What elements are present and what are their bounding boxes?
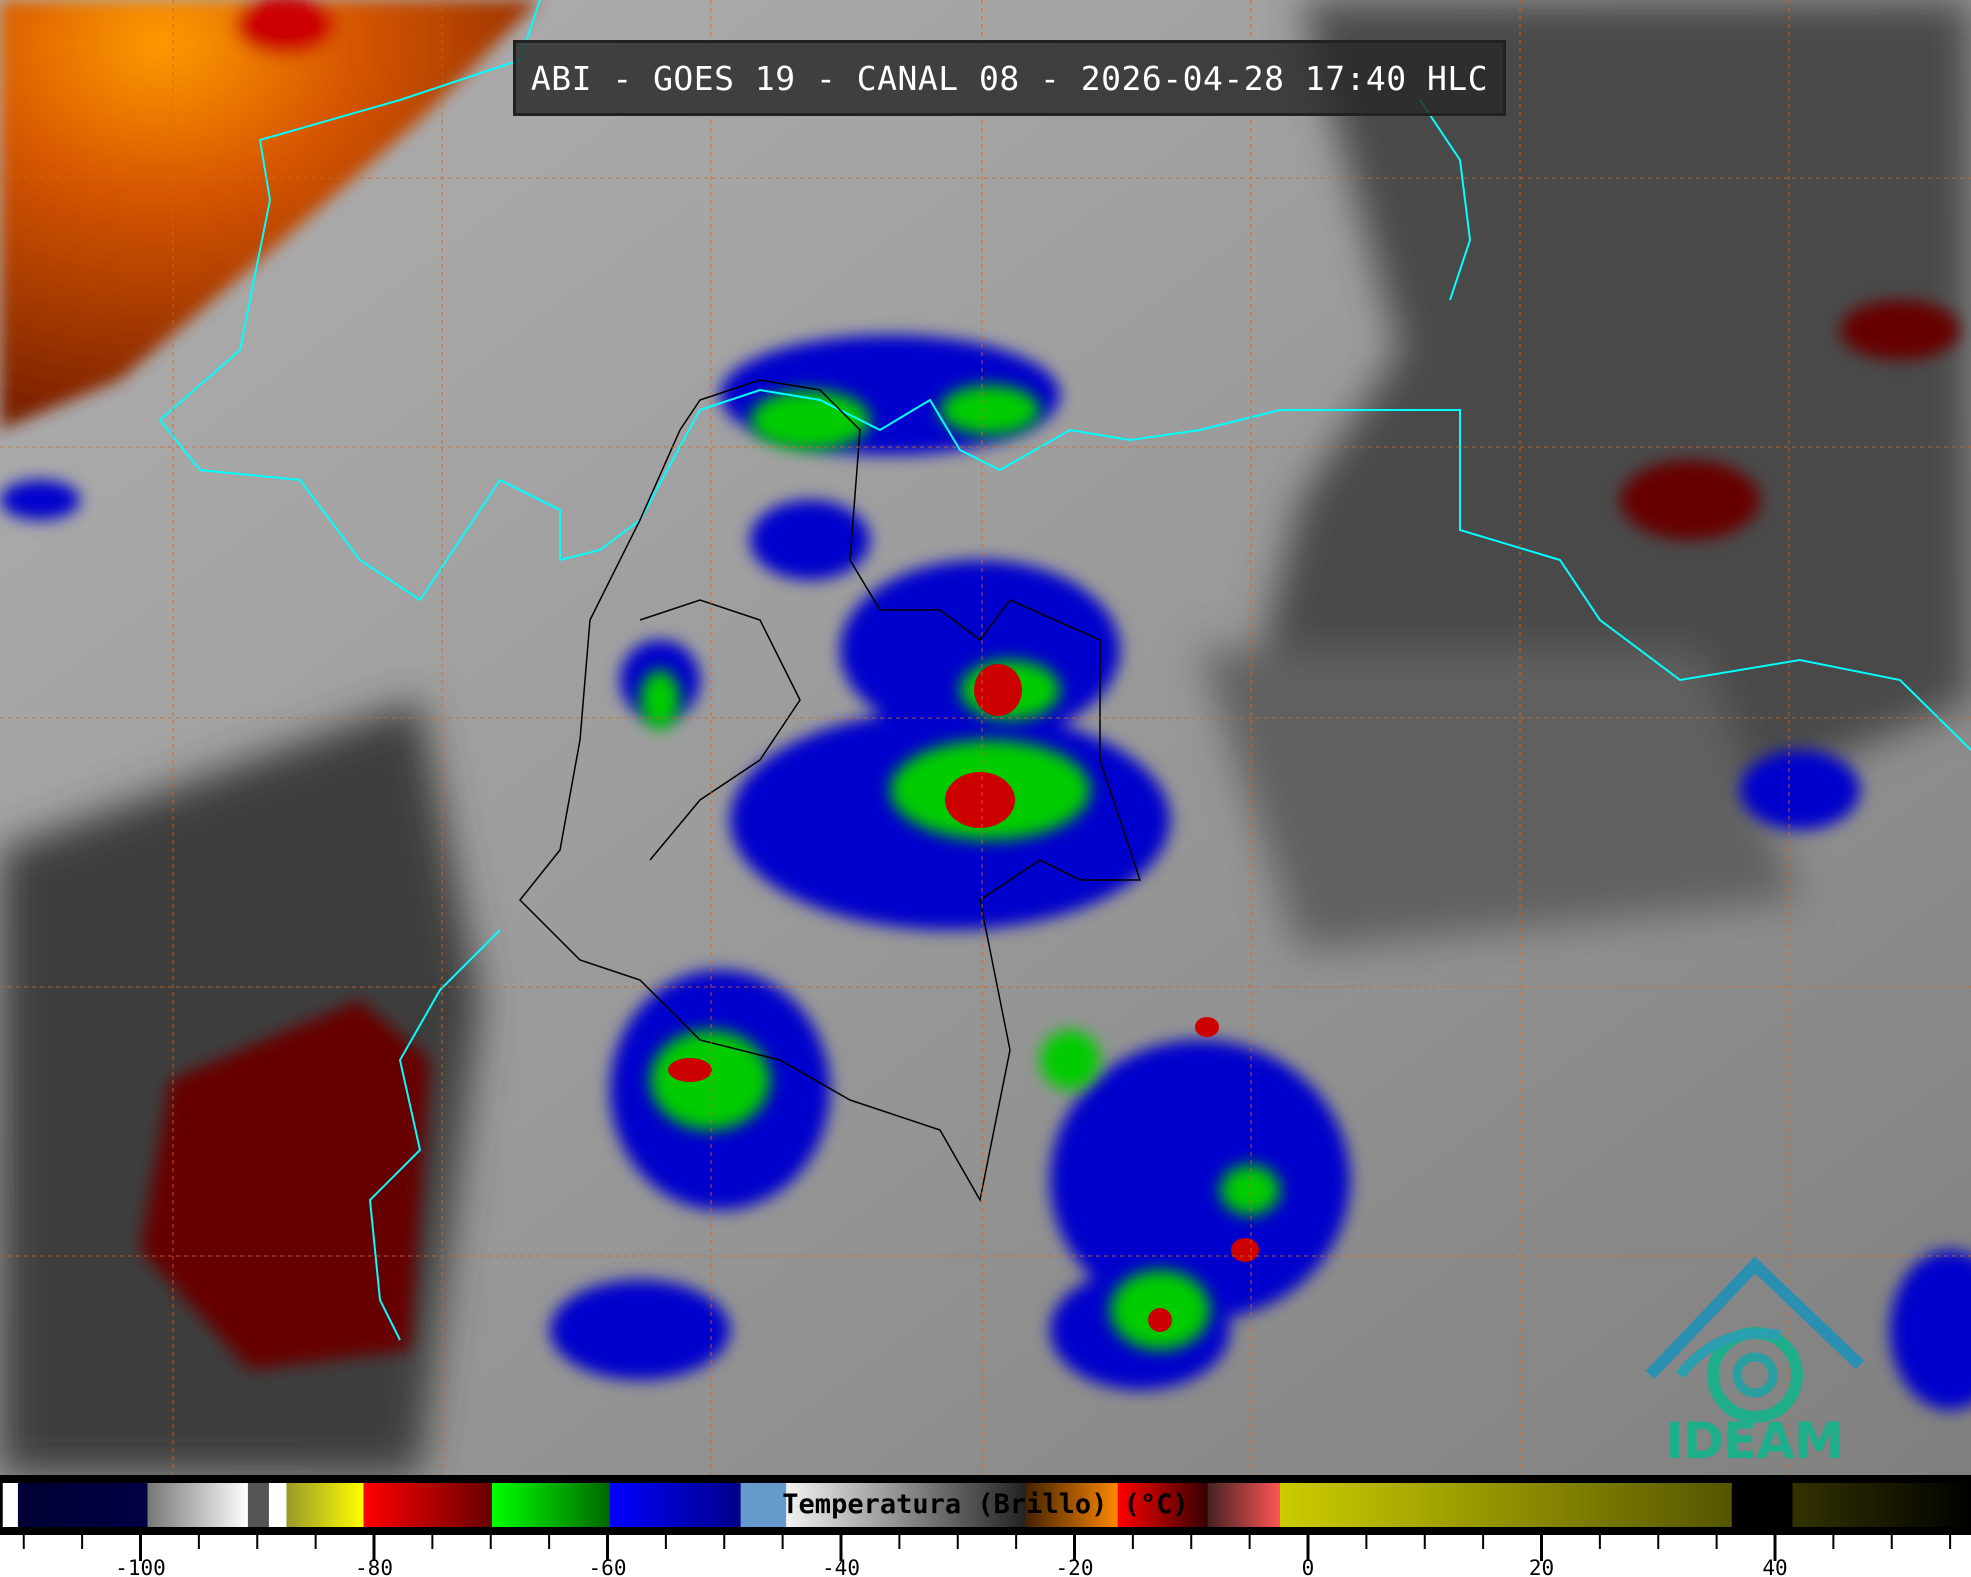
colorbar-segment xyxy=(247,1483,270,1527)
tick-label: 40 xyxy=(1762,1556,1787,1577)
tick-label: 20 xyxy=(1529,1556,1554,1577)
colorbar-segment xyxy=(147,1483,249,1527)
tick-label: -100 xyxy=(115,1556,166,1577)
tick-label: -60 xyxy=(589,1556,627,1577)
ideam-logo-icon xyxy=(1645,1256,1865,1423)
colorbar-segment xyxy=(609,1483,742,1527)
colorbar-segment xyxy=(1279,1483,1733,1527)
lat-lon-grid xyxy=(0,0,1971,1475)
country-borders xyxy=(518,379,1142,1203)
tick-label: 0 xyxy=(1302,1556,1315,1577)
warm-surface-dark-red xyxy=(140,300,1960,1370)
colorbar-axis: -100 -80 -60 -40 -20 0 20 40 xyxy=(22,1535,1952,1577)
cold-cloud-tops-orange xyxy=(0,0,540,430)
colorbar-segment xyxy=(2,1483,19,1527)
colorbar-segment xyxy=(1025,1483,1119,1527)
satellite-map xyxy=(0,0,1971,1475)
colorbar-segment xyxy=(286,1483,364,1527)
tick-label: -80 xyxy=(355,1556,393,1577)
colorbar-label: Temperatura (Brillo) (°C) xyxy=(782,1489,1189,1520)
colorbar-segment xyxy=(1792,1483,1971,1527)
colorbar-segment xyxy=(363,1483,493,1527)
colorbar-gradient xyxy=(0,1475,1971,1535)
colorbar-segment xyxy=(491,1483,611,1527)
colorbar-segment xyxy=(1117,1483,1209,1527)
colorbar-segment xyxy=(268,1483,287,1527)
title-text: ABI - GOES 19 - CANAL 08 - 2026-04-28 17… xyxy=(530,58,1489,98)
colorbar-segment xyxy=(786,1483,1026,1527)
convective-cloud-clusters xyxy=(0,335,1971,1410)
colorbar-legend: Temperatura (Brillo) (°C) -100 -80 -60 -40-… xyxy=(0,1475,1971,1577)
colorbar-segment xyxy=(1731,1483,1794,1527)
logo-text: IDEAM xyxy=(1665,1412,1844,1470)
tick-label: -20 xyxy=(1056,1556,1094,1577)
colorbar-segment xyxy=(1207,1483,1281,1527)
image-title: ABI - GOES 19 - CANAL 08 - 2026-04-28 17… xyxy=(513,40,1506,116)
tick-label: -40 xyxy=(822,1556,860,1577)
colorbar-segment xyxy=(740,1483,787,1527)
colorbar-segment xyxy=(17,1483,149,1527)
